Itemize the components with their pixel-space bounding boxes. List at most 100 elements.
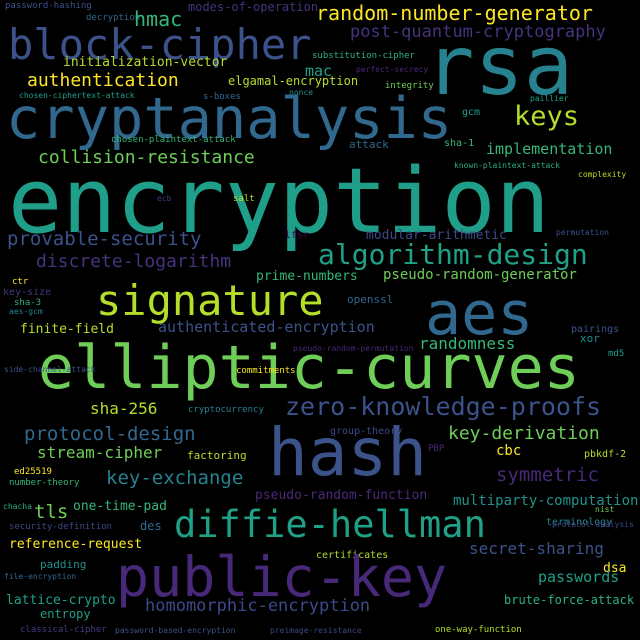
word-hash: hash	[268, 414, 427, 491]
word-diffie-hellman: diffie-hellman	[174, 503, 486, 546]
word-dsa: dsa	[603, 561, 627, 576]
word-brute-force-attack: brute-force-attack	[504, 593, 635, 607]
word-algorithm-design: algorithm-design	[318, 238, 588, 271]
word-paillier: paillier	[530, 94, 569, 103]
word-initialization-vector: initialization-vector	[63, 55, 228, 70]
word-factoring: factoring	[187, 449, 247, 462]
word-pairings: pairings	[571, 324, 620, 335]
word-mac: mac	[305, 62, 333, 80]
word-public-key: public-key	[116, 545, 448, 609]
word-xor: xor	[580, 332, 600, 345]
word-side-channel-attack: side-channel-attack	[4, 365, 96, 374]
word-zero-knowledge-proofs: zero-knowledge-proofs	[285, 392, 602, 421]
word-modular-arithmetic: modular-arithmetic	[366, 228, 507, 243]
word-security-definition: security-definition	[9, 522, 112, 532]
word-preimage-resistance: preimage-resistance	[270, 626, 362, 635]
word-signature: signature	[96, 276, 324, 325]
word-complexity: complexity	[578, 170, 627, 179]
word-terminology: terminology	[546, 517, 613, 528]
word-chacha: chacha	[3, 502, 32, 511]
word-keys: keys	[514, 101, 580, 132]
word-protocol-design: protocol-design	[24, 423, 196, 445]
word-key-size: key-size	[3, 287, 52, 298]
word-tls: tls	[34, 501, 69, 523]
word-sha-1: sha-1	[444, 138, 475, 149]
word-secret-sharing: secret-sharing	[469, 539, 604, 558]
word-password-based-encryption: password-based-encryption	[115, 626, 236, 635]
word-pbkdf-2: pbkdf-2	[584, 449, 627, 460]
word-ecb: ecb	[157, 194, 172, 203]
word-ctr: ctr	[12, 277, 29, 287]
word-authentication: authentication	[27, 70, 179, 91]
word-des: des	[140, 519, 162, 533]
word-hmac: hmac	[134, 7, 183, 31]
word-authenticated-encryption: authenticated-encryption	[158, 318, 375, 336]
word-passwords: passwords	[538, 568, 620, 586]
word-homomorphic-encryption: homomorphic-encryption	[145, 596, 371, 616]
word-classical-cipher: classical-cipher	[20, 625, 107, 635]
word-known-plaintext-attack: known-plaintext-attack	[454, 161, 560, 170]
word-provable-security: provable-security	[7, 228, 202, 250]
word-substitution-cipher: substitution-cipher	[312, 51, 415, 61]
word-multiparty-computation: multiparty-computation	[453, 493, 639, 509]
word-symmetric: symmetric	[496, 464, 599, 486]
word-finite-field: finite-field	[20, 322, 114, 337]
word-key-exchange: key-exchange	[106, 467, 244, 489]
word-key-derivation: key-derivation	[448, 423, 600, 444]
word-group-theory: group-theory	[330, 426, 403, 437]
word-password-hashing: password-hashing	[5, 1, 92, 11]
word-openssl: openssl	[347, 293, 394, 306]
word-aes-gcm: aes-gcm	[9, 307, 43, 316]
word-entropy: entropy	[40, 607, 91, 621]
word-reference-request: reference-request	[9, 537, 143, 552]
word-rsa: rsa	[425, 19, 574, 114]
word-one-time-pad: one-time-pad	[73, 499, 167, 514]
word-sha-256: sha-256	[90, 399, 158, 418]
word-pseudo-random-permutation: pseudo-random-permutation	[293, 344, 414, 353]
word-integrity: integrity	[385, 81, 434, 91]
word-chosen-ciphertext-attack: chosen-ciphertext-attack	[19, 91, 135, 100]
word-modes-of-operation: modes-of-operation	[188, 0, 319, 14]
word-elgamal-encryption: elgamal-encryption	[228, 74, 359, 88]
word-one-way-function: one-way-function	[435, 625, 522, 635]
word-stream-cipher: stream-cipher	[37, 443, 163, 462]
word-random-number-generator: random-number-generator	[316, 1, 593, 25]
word-randomness: randomness	[419, 334, 516, 353]
word-elliptic-curves: elliptic-curves	[38, 333, 580, 403]
word-md5: md5	[608, 349, 625, 359]
word-protocol-analysis: protocol-analysis	[552, 520, 634, 529]
word-cryptocurrency: cryptocurrency	[188, 405, 264, 415]
word-file-encryption: file-encryption	[4, 572, 77, 581]
word-encryption: encryption	[8, 149, 550, 254]
word-lattice-crypto: lattice-crypto	[6, 593, 116, 608]
word-lfsr: lfsr	[285, 230, 310, 241]
word-sha-3: sha-3	[14, 298, 42, 308]
word-pseudo-random-generator: pseudo-random-generator	[383, 267, 577, 283]
word-discrete-logarithm: discrete-logarithm	[36, 251, 232, 272]
word-PBP: PBP	[428, 444, 445, 454]
word-pseudo-random-function: pseudo-random-function	[255, 488, 428, 503]
word-prime-numbers: prime-numbers	[256, 269, 358, 284]
word-certificates: certificates	[316, 550, 389, 561]
word-gcm: gcm	[462, 107, 481, 118]
word-implementation: implementation	[486, 140, 613, 158]
word-salt: salt	[233, 194, 255, 204]
word-nonce: nonce	[289, 88, 314, 97]
word-collision-resistance: collision-resistance	[38, 147, 255, 168]
word-chosen-plaintext-attack: chosen-plaintext-attack	[111, 135, 236, 145]
word-ed25519: ed25519	[14, 467, 52, 477]
word-attack: attack	[349, 138, 389, 151]
word-cbc: cbc	[496, 443, 522, 459]
word-padding: padding	[40, 558, 87, 571]
word-commitments: commitments	[236, 366, 296, 376]
word-s-boxes: s-boxes	[203, 92, 241, 102]
word-nist: nist	[595, 505, 615, 514]
word-perfect-secrecy: perfect-secrecy	[356, 65, 429, 74]
word-number-theory: number-theory	[9, 478, 80, 488]
word-decryption: decryption	[86, 13, 141, 23]
word-cryptanalysis: cryptanalysis	[6, 86, 453, 152]
word-block-cipher: block-cipher	[8, 20, 312, 69]
word-post-quantum-cryptography: post-quantum-cryptography	[350, 22, 606, 42]
word-permutation: permutation	[556, 228, 609, 237]
